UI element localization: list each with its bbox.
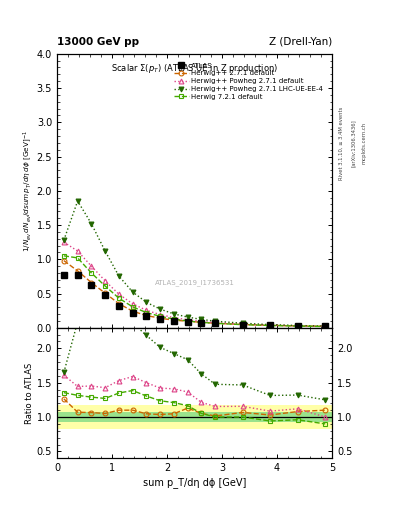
Text: mcplots.cern.ch: mcplots.cern.ch (362, 122, 367, 164)
Text: 13000 GeV pp: 13000 GeV pp (57, 37, 139, 47)
Bar (57, 412, 332, 422)
Y-axis label: $1/N_{ev}\,dN_{ev}/dsum\,p_T/d\eta\,d\phi$ [GeV]$^{-1}$: $1/N_{ev}\,dN_{ev}/dsum\,p_T/d\eta\,d\ph… (21, 130, 34, 252)
Text: Rivet 3.1.10, ≥ 3.4M events: Rivet 3.1.10, ≥ 3.4M events (339, 106, 344, 180)
Bar (57, 404, 332, 430)
Text: Z (Drell-Yan): Z (Drell-Yan) (269, 37, 332, 47)
X-axis label: sum p_T/dη dϕ [GeV]: sum p_T/dη dϕ [GeV] (143, 477, 246, 488)
Y-axis label: Ratio to ATLAS: Ratio to ATLAS (25, 362, 34, 423)
Legend: ATLAS, Herwig++ 2.7.1 default, Herwig++ Powheg 2.7.1 default, Herwig++ Powheg 2.: ATLAS, Herwig++ 2.7.1 default, Herwig++ … (171, 60, 326, 102)
Text: Scalar $\Sigma(p_T)$ (ATLAS UE in Z production): Scalar $\Sigma(p_T)$ (ATLAS UE in Z prod… (111, 62, 278, 75)
Text: ATLAS_2019_I1736531: ATLAS_2019_I1736531 (154, 279, 235, 286)
Text: [arXiv:1306.3436]: [arXiv:1306.3436] (351, 119, 356, 167)
